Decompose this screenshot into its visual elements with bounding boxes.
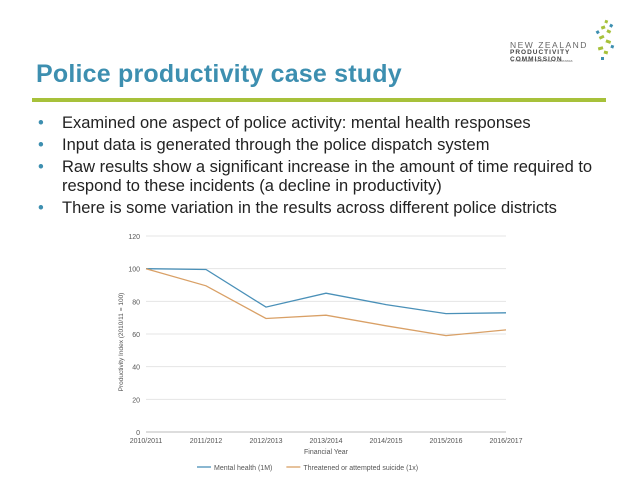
title-underline — [32, 98, 606, 102]
y-axis-title: Productivity Index (2010/11 = 100) — [118, 293, 125, 392]
bullet-text: There is some variation in the results a… — [62, 199, 557, 217]
bullet-text: Raw results show a significant increase … — [62, 158, 593, 195]
x-tick-label: 2015/2016 — [429, 438, 462, 445]
logo-line-3: Te Kōmihana Whai Hua o Aotearoa — [510, 58, 573, 63]
x-tick-label: 2013/2014 — [309, 438, 342, 445]
y-tick-label: 120 — [128, 234, 140, 241]
x-axis-title: Financial Year — [304, 449, 349, 456]
bullet-item: • Input data is generated through the pol… — [38, 136, 618, 155]
bullet-item: • Raw results show a significant increase… — [38, 158, 618, 196]
y-tick-label: 80 — [132, 299, 140, 306]
y-tick-label: 100 — [128, 267, 140, 274]
legend-label: Mental health (1M) — [214, 465, 272, 472]
bullet-dot-icon: • — [38, 136, 44, 154]
bullet-dot-icon: • — [38, 158, 44, 176]
logo-line-2: PRODUCTIVITY COMMISSION — [510, 49, 571, 63]
slide-title: Police productivity case study — [36, 60, 402, 88]
bullet-text: Examined one aspect of police activity: … — [62, 114, 531, 132]
series-line-2 — [145, 268, 507, 337]
bullet-list: • Examined one aspect of police activity:… — [38, 114, 618, 221]
fern-logo-icon — [595, 19, 615, 60]
y-tick-label: 40 — [132, 365, 140, 372]
bullet-item: • There is some variation in the results … — [38, 199, 618, 218]
x-tick-label: 2014/2015 — [369, 438, 402, 445]
logo-line-1: NEW ZEALAND — [510, 40, 588, 50]
x-tick-label: 2016/2017 — [489, 438, 522, 445]
commission-logo: NEW ZEALAND PRODUCTIVITY COMMISSION Te K… — [506, 18, 618, 66]
x-tick-label: 2012/2013 — [249, 438, 282, 445]
bullet-dot-icon: • — [38, 199, 44, 217]
series-line-1 — [145, 268, 507, 315]
x-tick-label: 2011/2012 — [190, 438, 223, 445]
y-tick-label: 60 — [132, 332, 140, 339]
bullet-item: • Examined one aspect of police activity:… — [38, 114, 618, 133]
bullet-dot-icon: • — [38, 114, 44, 132]
y-tick-label: 20 — [132, 397, 140, 404]
bullet-text: Input data is generated through the poli… — [62, 136, 490, 154]
x-tick-label: 2010/2011 — [130, 438, 163, 445]
y-tick-label: 0 — [136, 430, 140, 437]
legend-label: Threatened or attempted suicide (1x) — [303, 465, 418, 472]
